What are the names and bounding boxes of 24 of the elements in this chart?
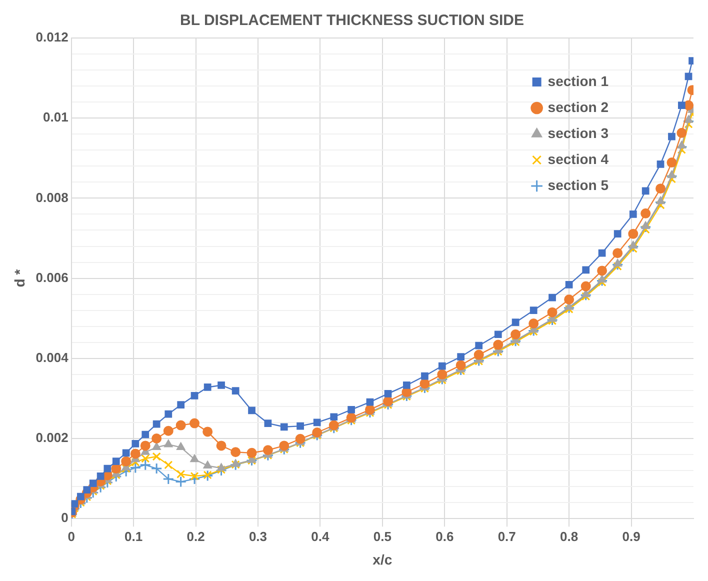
x-tick-label: 0.7 — [498, 528, 516, 544]
x-tick-label: 0.9 — [622, 528, 640, 544]
x-tick-label: 0.2 — [186, 528, 205, 544]
y-tick-label: 0.002 — [36, 430, 68, 446]
x-axis-title: x/c — [372, 551, 392, 568]
x-tick-label: 0.6 — [436, 528, 454, 544]
legend-label: section 5 — [548, 176, 609, 193]
x-tick-label: 0.3 — [248, 528, 268, 544]
x-tick-label: 0.1 — [124, 528, 143, 544]
x-tick-label: 0.4 — [311, 528, 330, 544]
x-tick-label: 0.5 — [373, 528, 392, 544]
legend-label: section 3 — [548, 124, 609, 141]
y-tick-label: 0.008 — [36, 190, 68, 205]
y-tick-label: 0.012 — [36, 30, 68, 45]
y-tick-label: 0.006 — [36, 270, 68, 285]
x-tick-label: 0.8 — [560, 528, 578, 544]
y-tick-label: 0.01 — [43, 110, 68, 125]
legend-label: section 4 — [548, 150, 609, 167]
y-tick-label: 0.004 — [36, 350, 70, 365]
y-tick-label: 0 — [61, 510, 68, 526]
legend-label: section 1 — [548, 72, 609, 89]
y-axis-title: d * — [11, 268, 28, 288]
chart-title: BL DISPLACEMENT THICKNESS SUCTION SIDE — [180, 12, 524, 30]
legend-label: section 2 — [548, 98, 609, 115]
